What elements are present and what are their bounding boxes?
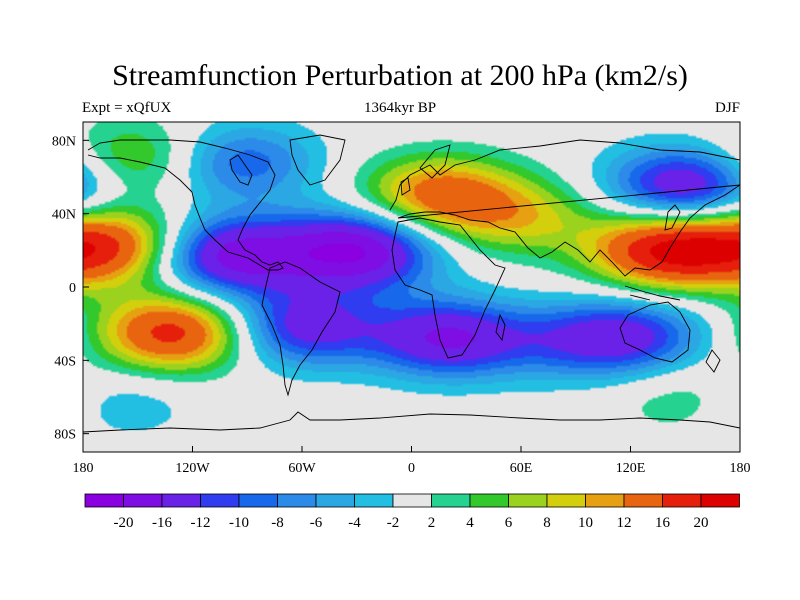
colorbar-label: -2 [387,515,400,531]
colorbar-swatch [431,493,471,508]
colorbar-label: 12 [617,515,632,531]
lon-tick-label: 60E [510,461,533,476]
lat-tick-label: 40S [54,354,76,369]
lat-tick-label: 80N [52,134,76,149]
colorbar-label: 2 [428,515,436,531]
colorbar-swatch [277,493,317,508]
lat-tick-label: 0 [69,281,76,296]
season-label: DJF [714,100,740,116]
colorbar: -20 -16 -12 -10 -8 -6 -4 -2 2 4 6 8 10 12 16 20 [84,493,740,531]
colorbar-label: -6 [310,515,323,531]
colorbar-swatch [623,493,663,508]
lat-tick-label: 80S [54,428,76,443]
colorbar-swatch [354,493,394,508]
colorbar-swatch [585,493,625,508]
lon-tick-label: 180 [73,461,94,476]
colorbar-label: 16 [655,515,671,531]
coastline-madagascar [495,313,506,342]
coastline-eurasia [389,139,740,277]
coastline-north-america [87,139,284,271]
colorbar-swatch [238,493,278,508]
colorbar-swatch [546,493,586,508]
lon-tick-label: 60W [288,461,316,476]
colorbar-swatch [508,493,548,508]
coastline-greenland [289,134,346,186]
lon-tick-label: 0 [408,461,415,476]
coastline-indonesia [624,285,681,301]
colorbar-swatch [469,493,509,508]
coastline-japan [664,204,681,231]
coastlines [83,134,740,433]
lon-tick-label: 120W [175,461,210,476]
page-title: Streamfunction Perturbation at 200 hPa (… [112,59,688,92]
map-area [82,121,741,453]
colorbar-label: 10 [578,515,593,531]
colorbar-swatch [84,493,124,508]
coastline-hudson-bay [229,154,253,186]
lon-tick-label: 120E [616,461,646,476]
colorbar-label: -20 [114,515,134,531]
colorbar-swatch [662,493,702,508]
coastline-africa [391,217,506,359]
colorbar-label: 8 [543,515,551,531]
lat-tick-label: 40N [52,208,76,223]
map-axes: 180 120W 60W 0 60E 120E 180 80N 40N 0 40S 80S [52,134,751,476]
colorbar-label: 6 [505,515,513,531]
colorbar-label: -12 [191,515,211,531]
lon-tick-label: 180 [730,461,751,476]
colorbar-label: 20 [694,515,709,531]
colorbar-label: -8 [271,515,284,531]
time-label: 1364kyr BP [363,100,437,116]
coastline-uk [400,177,411,196]
colorbar-swatch [315,493,355,508]
colorbar-label: -4 [348,515,361,531]
experiment-label: Expt = xQfUX [82,100,172,116]
colorbar-label: 4 [466,515,474,531]
colorbar-swatch [700,493,740,508]
colorbar-label: -16 [152,515,172,531]
colorbar-swatch [123,493,163,508]
coastline-antarctica [83,411,740,433]
coastline-scandinavia [419,144,451,179]
colorbar-swatch [200,493,240,508]
colorbar-label: -10 [229,515,249,531]
colorbar-swatch [392,493,432,508]
coastline-australia [619,301,691,363]
colorbar-swatch [161,493,201,508]
coastline-south-america [261,261,341,397]
coastline-new-zealand [705,349,721,373]
